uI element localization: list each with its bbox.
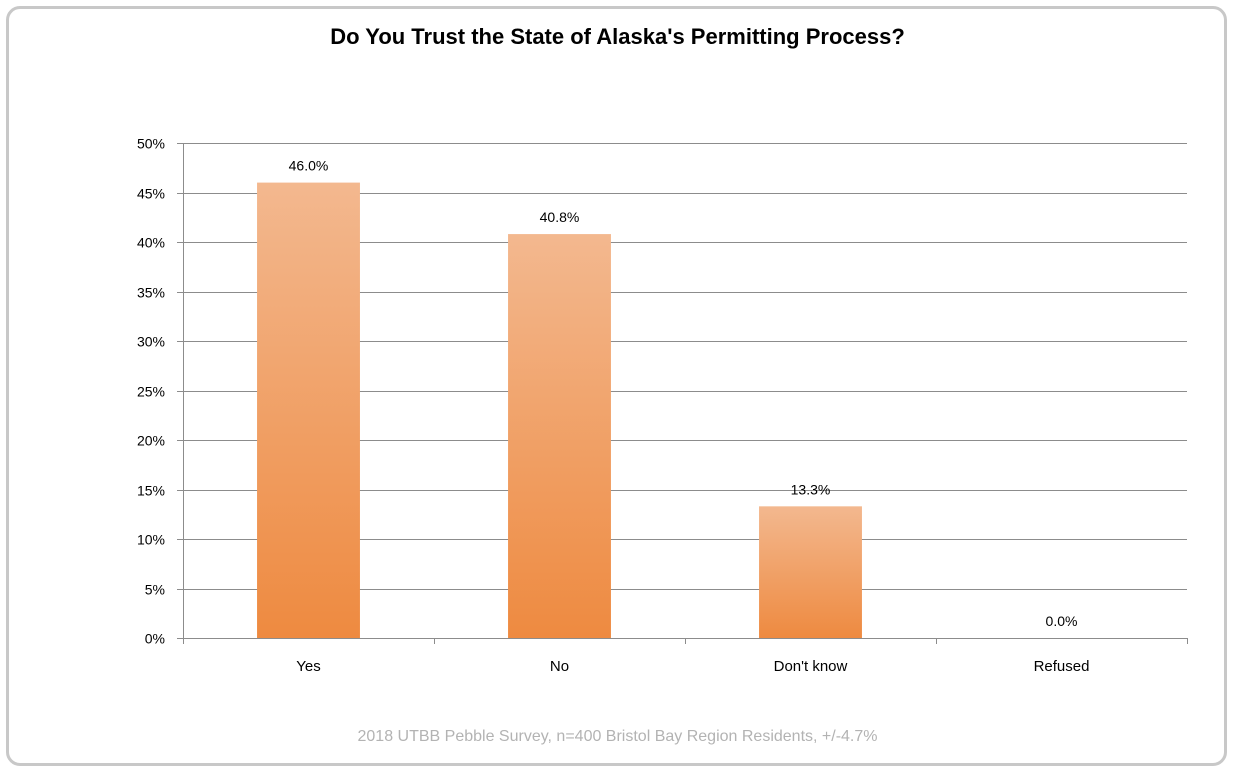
y-tick-label: 25%	[137, 384, 165, 400]
y-tick-label: 15%	[137, 483, 165, 499]
bar-don-t-know	[759, 506, 862, 638]
chart-source-note: 2018 UTBB Pebble Survey, n=400 Bristol B…	[357, 728, 878, 745]
y-tick-label: 50%	[137, 136, 165, 152]
data-labels: 46.0% 40.8% 13.3% 0.0%	[289, 158, 1078, 629]
y-tick-label: 0%	[145, 631, 165, 647]
x-category-label: Don't know	[774, 658, 848, 675]
data-label: 46.0%	[289, 158, 329, 174]
y-tick-label: 10%	[137, 532, 165, 548]
data-label: 40.8%	[540, 209, 580, 225]
bar-no	[508, 234, 611, 638]
y-tick-label: 35%	[137, 285, 165, 301]
data-label: 0.0%	[1046, 613, 1078, 629]
y-tick-label: 30%	[137, 334, 165, 350]
y-tick-label: 45%	[137, 186, 165, 202]
y-tick-label: 5%	[145, 582, 165, 598]
chart-frame	[6, 6, 1227, 766]
category-labels: Yes No Don't know Refused	[296, 658, 1089, 675]
x-category-label: No	[550, 658, 569, 675]
data-label: 13.3%	[791, 481, 831, 497]
y-tick-label: 40%	[137, 235, 165, 251]
bar-yes	[257, 182, 360, 638]
y-axis-ticks: 0% 5% 10% 15% 20% 25% 30% 35% 40% 45% 50%	[137, 136, 184, 647]
chart-title: Do You Trust the State of Alaska's Permi…	[330, 24, 905, 49]
x-axis	[183, 638, 1188, 644]
x-category-label: Yes	[296, 658, 320, 675]
y-tick-label: 20%	[137, 433, 165, 449]
x-category-label: Refused	[1034, 658, 1090, 675]
bars	[257, 182, 862, 638]
